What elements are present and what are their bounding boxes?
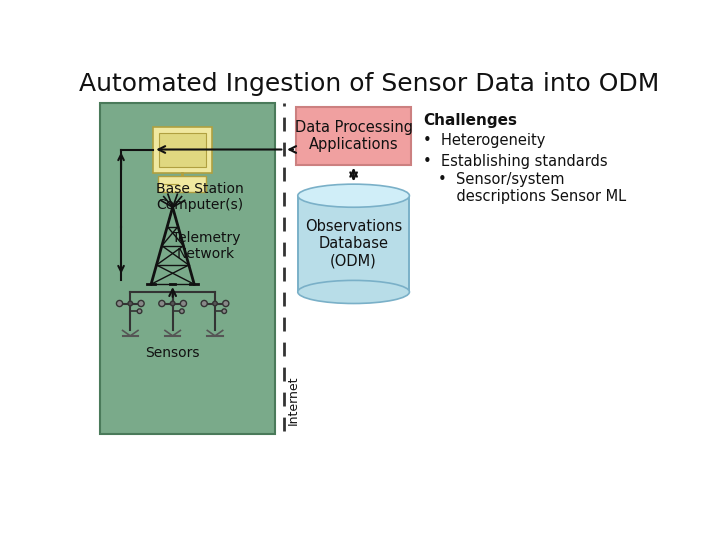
Text: Challenges: Challenges <box>423 113 517 128</box>
FancyBboxPatch shape <box>296 107 411 165</box>
Ellipse shape <box>298 280 410 303</box>
Circle shape <box>180 300 186 307</box>
FancyBboxPatch shape <box>298 195 410 292</box>
Circle shape <box>171 301 175 306</box>
FancyBboxPatch shape <box>158 177 206 192</box>
Circle shape <box>201 300 207 307</box>
Text: Automated Ingestion of Sensor Data into ODM: Automated Ingestion of Sensor Data into … <box>78 72 660 96</box>
Text: Internet: Internet <box>287 376 300 425</box>
Circle shape <box>222 309 227 314</box>
FancyBboxPatch shape <box>99 103 275 434</box>
Text: Observations
Database
(ODM): Observations Database (ODM) <box>305 219 402 269</box>
Circle shape <box>138 300 144 307</box>
FancyBboxPatch shape <box>159 133 206 167</box>
Text: •  Sensor/system
    descriptions Sensor ML: • Sensor/system descriptions Sensor ML <box>438 172 626 204</box>
Circle shape <box>222 300 229 307</box>
Text: Telemetry
Network: Telemetry Network <box>171 231 240 261</box>
Text: •  Heterogeneity: • Heterogeneity <box>423 133 545 148</box>
Circle shape <box>138 309 142 314</box>
Circle shape <box>159 300 165 307</box>
Circle shape <box>117 300 122 307</box>
Circle shape <box>179 309 184 314</box>
Circle shape <box>128 301 132 306</box>
Text: Data Processing
Applications: Data Processing Applications <box>294 120 413 152</box>
Text: Sensors: Sensors <box>145 346 200 360</box>
Text: •  Establishing standards: • Establishing standards <box>423 153 608 168</box>
Circle shape <box>212 301 217 306</box>
Ellipse shape <box>298 184 410 207</box>
FancyBboxPatch shape <box>153 127 212 173</box>
Text: Base Station
Computer(s): Base Station Computer(s) <box>156 182 243 212</box>
